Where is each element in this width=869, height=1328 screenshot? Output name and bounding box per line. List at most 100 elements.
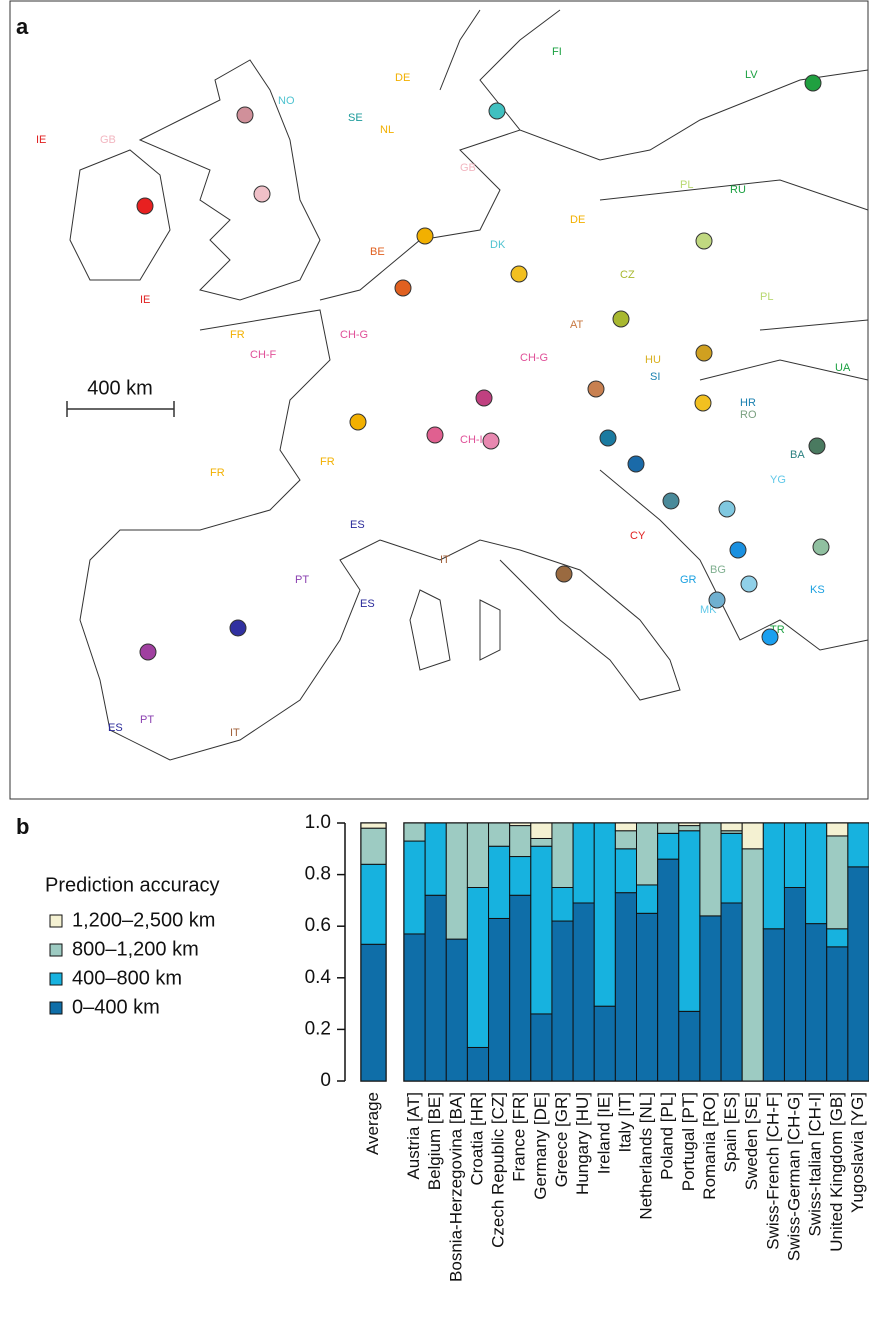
bar-segment bbox=[551, 920, 574, 1082]
panel-label: a bbox=[16, 14, 29, 39]
map-label: AT bbox=[570, 319, 584, 331]
bar-segment bbox=[403, 822, 426, 842]
panel-label: b bbox=[16, 814, 29, 839]
map-label: BG bbox=[710, 564, 726, 576]
bar-segment bbox=[636, 884, 659, 914]
bar-segment bbox=[783, 822, 807, 888]
map-label: BE bbox=[370, 246, 385, 258]
bar-segment bbox=[551, 887, 574, 922]
bar-segment bbox=[636, 822, 659, 886]
bar-segment bbox=[614, 848, 638, 894]
bar-segment bbox=[699, 915, 722, 1082]
x-tick-label: Yugoslavia [YG] bbox=[848, 1092, 867, 1213]
y-tick-label: 0 bbox=[320, 1070, 331, 1091]
population-centroid bbox=[729, 541, 747, 559]
bar-segment bbox=[509, 856, 532, 896]
map-label: CZ bbox=[620, 269, 635, 281]
map-label: PL bbox=[680, 179, 693, 191]
bar-segment bbox=[614, 892, 638, 1082]
map-points: IE GB NO SE FI LV DE NL DK BE FR CH-F CH-G CH-I AT CZ PL… bbox=[36, 46, 851, 739]
population-centroid bbox=[662, 492, 680, 510]
map-label: FR bbox=[230, 329, 245, 341]
bar-segment bbox=[720, 822, 743, 832]
map-label: BA bbox=[790, 449, 805, 461]
bar-segment bbox=[445, 822, 468, 940]
x-tick-label: Italy [IT] bbox=[615, 1092, 634, 1152]
bar-segment bbox=[657, 832, 680, 860]
map-label: CY bbox=[630, 530, 646, 542]
bar-segment bbox=[593, 822, 616, 1007]
bar-segment bbox=[805, 923, 828, 1082]
y-tick-label: 0.2 bbox=[305, 1018, 331, 1039]
x-tick-label: Average bbox=[363, 1092, 382, 1155]
bar-segment bbox=[509, 822, 532, 827]
map-label: YG bbox=[770, 474, 786, 486]
bar-segment bbox=[678, 822, 701, 827]
bar-segment bbox=[509, 894, 532, 1082]
x-tick-label: Spain [ES] bbox=[721, 1092, 740, 1172]
bar-segment bbox=[360, 822, 387, 829]
bar-segment bbox=[826, 835, 849, 930]
bar-segment bbox=[530, 1013, 553, 1082]
bar-segment bbox=[572, 902, 595, 1082]
bar-segment bbox=[847, 866, 869, 1082]
bar-segment bbox=[678, 825, 701, 832]
x-tick-label: Swiss-Italian [CH-I] bbox=[806, 1092, 825, 1237]
population-centroid bbox=[740, 575, 758, 593]
bar-segment bbox=[488, 822, 511, 847]
map-label: ES bbox=[108, 722, 123, 734]
population-centroid bbox=[812, 538, 830, 556]
x-tick-label: Germany [DE] bbox=[531, 1092, 550, 1200]
bar-segment bbox=[636, 912, 659, 1082]
map-label: PL bbox=[760, 291, 773, 303]
population-centroid bbox=[139, 643, 157, 661]
x-tick-label: Romania [RO] bbox=[700, 1092, 719, 1200]
population-centroid bbox=[718, 500, 736, 518]
population-centroid bbox=[804, 74, 822, 92]
bar-segment bbox=[488, 917, 511, 1082]
population-centroid bbox=[627, 455, 645, 473]
bar-segment bbox=[762, 928, 785, 1082]
map-label: FR bbox=[320, 456, 335, 468]
map-label: FR bbox=[210, 467, 225, 479]
x-tick-label: France [FR] bbox=[510, 1092, 529, 1182]
legend-title: Prediction accuracy bbox=[45, 874, 220, 896]
legend-swatch bbox=[49, 1001, 63, 1015]
population-centroid bbox=[482, 432, 500, 450]
bar-segment bbox=[593, 1005, 616, 1082]
bar-segment bbox=[509, 825, 532, 858]
map-label: DE bbox=[395, 72, 410, 84]
population-centroid bbox=[253, 185, 271, 203]
map-label: UA bbox=[835, 362, 851, 374]
map-label: IT bbox=[440, 554, 450, 566]
coastlines bbox=[69, 9, 869, 761]
legend-label: 0–400 km bbox=[72, 996, 160, 1018]
bar-segment bbox=[424, 822, 447, 896]
bar-segment bbox=[657, 858, 680, 1082]
bar-segment bbox=[826, 822, 849, 837]
population-centroid bbox=[136, 197, 154, 215]
bar-segment bbox=[572, 822, 595, 904]
x-tick-label: Croatia [HR] bbox=[467, 1092, 486, 1186]
population-centroid bbox=[695, 232, 713, 250]
y-tick-label: 0.8 bbox=[305, 864, 331, 885]
bar-segment bbox=[720, 832, 743, 904]
bar-segment bbox=[530, 822, 553, 839]
map: IE GB NO SE FI LV DE NL DK BE FR CH-F CH-G CH-I AT CZ PL… bbox=[9, 0, 869, 800]
population-centroid bbox=[394, 279, 412, 297]
population-centroid bbox=[426, 426, 444, 444]
bar-segment bbox=[403, 933, 426, 1082]
scale-bar: 400 km bbox=[66, 377, 175, 417]
x-tick-label: Hungary [HU] bbox=[573, 1092, 592, 1195]
bar-segment bbox=[678, 1010, 701, 1082]
population-centroid bbox=[475, 389, 493, 407]
bar-segment bbox=[699, 822, 722, 917]
x-tick-label: Swiss-German [CH-G] bbox=[785, 1092, 804, 1261]
population-centroid bbox=[695, 344, 713, 362]
x-tick-label: Swiss-French [CH-F] bbox=[763, 1092, 782, 1250]
y-tick-label: 0.6 bbox=[305, 915, 331, 936]
map-label: PT bbox=[295, 574, 309, 586]
population-centroid bbox=[599, 429, 617, 447]
bar-segment bbox=[762, 822, 785, 930]
